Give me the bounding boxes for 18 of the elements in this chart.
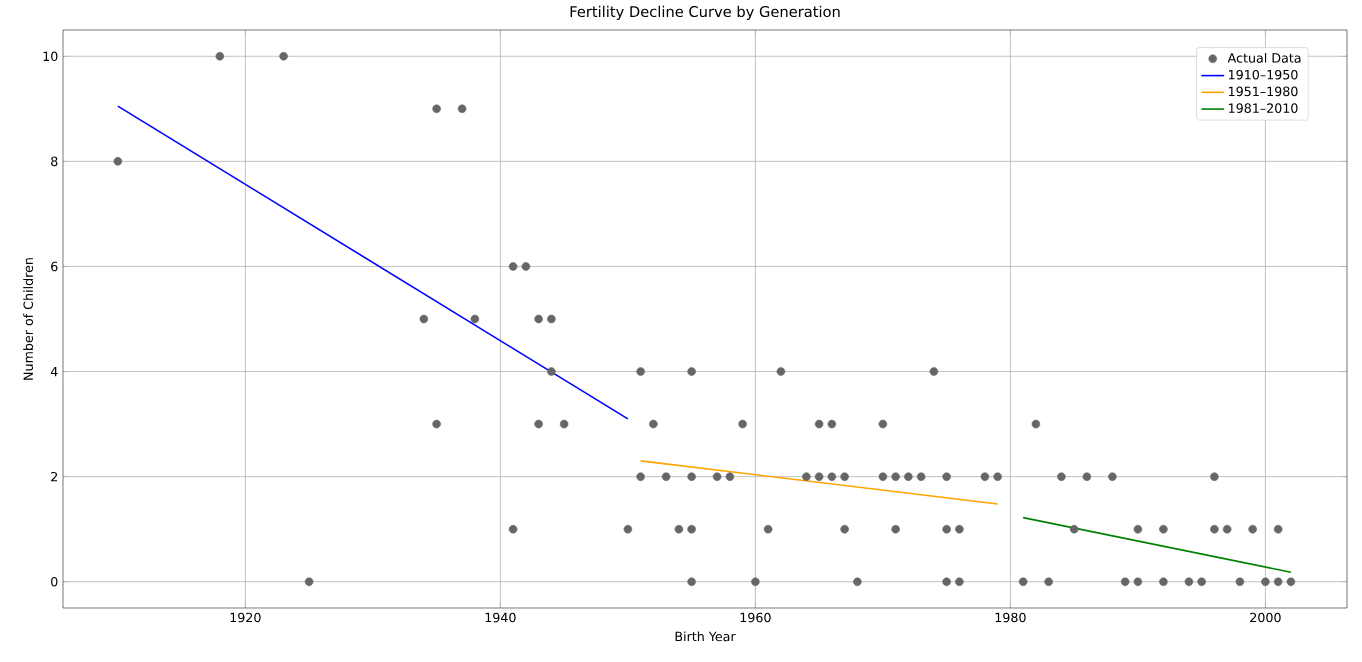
y-tick-label: 0: [51, 576, 58, 587]
y-tick-label: 8: [51, 156, 58, 167]
legend-label: 1910–1950: [1229, 69, 1298, 80]
x-tick-label: 1960: [740, 612, 771, 623]
y-tick-label: 2: [51, 471, 58, 482]
y-axis-title: Number of Children: [23, 258, 34, 380]
y-tick-label: 6: [51, 261, 58, 272]
y-tick-label: 10: [43, 51, 58, 62]
legend-label: Actual Data: [1227, 52, 1301, 63]
x-tick-label: 1940: [485, 612, 516, 623]
legend-label: 1951–1980: [1229, 86, 1298, 97]
x-tick-label: 1920: [230, 612, 261, 623]
chart-title: Fertility Decline Curve by Generation: [570, 5, 840, 20]
legend-label: 1981–2010: [1229, 103, 1298, 113]
x-axis-title: Birth Year: [675, 631, 736, 642]
y-tick-label: 4: [50, 366, 58, 377]
x-tick-label: 1980: [995, 612, 1026, 623]
x-tick-label: 2000: [1250, 612, 1281, 623]
